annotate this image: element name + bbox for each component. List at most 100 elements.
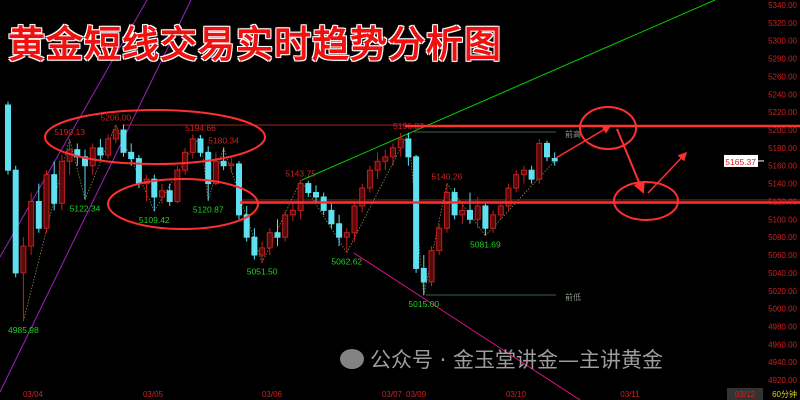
- y-tick-label: 5160.00: [768, 162, 797, 171]
- candle-body: [520, 169, 527, 176]
- candle: [120, 124, 127, 157]
- uptrend-line: [301, 0, 716, 181]
- candle-body: [128, 151, 135, 160]
- candle: [228, 156, 235, 173]
- watermark: 公众号 · 金玉堂讲金—主讲黄金: [340, 344, 663, 374]
- pivot-label-5206.00: 5206.00: [100, 113, 131, 123]
- y-tick-label: 4920.00: [768, 376, 797, 385]
- candle: [343, 228, 350, 253]
- candle-body: [220, 160, 227, 167]
- candle: [128, 143, 135, 166]
- y-tick-label: 4980.00: [768, 322, 797, 331]
- candle-body: [228, 163, 235, 167]
- arrow-down-to-support: [616, 128, 645, 194]
- highlight-ellipse: [579, 106, 637, 150]
- pivot-label-5180.34: 5180.34: [208, 136, 239, 146]
- pivot-label-5120.87: 5120.87: [193, 205, 224, 215]
- pivot-label-5081.69: 5081.69: [470, 240, 501, 250]
- candle-body: [289, 209, 296, 216]
- candle: [536, 138, 543, 184]
- candle: [28, 192, 35, 256]
- pivot-label-5122.34: 5122.34: [70, 203, 101, 213]
- candle-body: [159, 190, 165, 198]
- candle-body: [5, 104, 11, 171]
- x-tick-label: 03/11: [620, 390, 640, 399]
- candle-body: [197, 138, 204, 153]
- candle-body: [474, 205, 481, 220]
- y-tick-label: 4940.00: [768, 358, 797, 367]
- prev-low-label: 前低: [565, 292, 581, 302]
- candle: [182, 147, 189, 175]
- candle: [482, 201, 489, 236]
- candle-body: [174, 169, 181, 202]
- zigzag-segment: [485, 160, 555, 236]
- candle: [66, 138, 73, 175]
- candle: [212, 152, 219, 186]
- candle-body: [420, 267, 427, 283]
- x-tick-label: 03/04: [23, 390, 44, 399]
- y-tick-label: 5040.00: [768, 269, 797, 278]
- candle-body: [35, 200, 42, 229]
- candle: [58, 155, 65, 211]
- candle: [544, 140, 550, 162]
- downtrend-line: [353, 252, 581, 400]
- candle: [20, 237, 27, 322]
- candle-body: [390, 147, 396, 158]
- candle-body: [505, 187, 512, 207]
- candle: [359, 183, 366, 213]
- current-price-label: 5165.37: [725, 157, 756, 167]
- candle-body: [282, 214, 289, 238]
- candle-body: [182, 151, 189, 171]
- y-tick-label: 5060.00: [768, 251, 797, 260]
- y-tick-label: 5000.00: [768, 305, 797, 314]
- candle: [467, 192, 473, 224]
- y-tick-label: 5300.00: [768, 37, 797, 46]
- wechat-icon: [340, 349, 364, 369]
- candle: [297, 180, 304, 220]
- candle-body: [266, 232, 273, 249]
- candle-body: [112, 129, 119, 140]
- candle-body: [382, 156, 389, 162]
- candle: [189, 134, 196, 159]
- candle: [105, 134, 112, 159]
- candle-body: [482, 205, 489, 229]
- candle-body: [436, 227, 443, 252]
- arrow-rebound: [647, 151, 688, 194]
- candle: [166, 183, 173, 206]
- y-tick-label: 5220.00: [768, 108, 797, 117]
- y-tick-label: 5240.00: [768, 90, 797, 99]
- candle: [459, 201, 466, 224]
- candle: [397, 132, 404, 157]
- candle: [382, 149, 389, 171]
- candle-body: [397, 138, 404, 149]
- candle: [12, 165, 19, 278]
- candle-body: [459, 209, 466, 216]
- candle: [436, 223, 443, 256]
- candle: [5, 101, 11, 175]
- y-tick-label: 5020.00: [768, 287, 797, 296]
- candle-body: [12, 169, 19, 274]
- watermark-text: 公众号 · 金玉堂讲金—主讲黄金: [370, 348, 664, 372]
- candle-body: [89, 147, 96, 167]
- candle-body: [467, 209, 473, 220]
- candle: [174, 165, 181, 204]
- candle-body: [343, 232, 350, 238]
- pivot-label-5190.13: 5190.13: [54, 127, 85, 137]
- y-tick-label: 5200.00: [768, 126, 797, 135]
- candle: [413, 155, 420, 273]
- zigzag-segment: [200, 134, 209, 201]
- candle-body: [251, 236, 258, 256]
- candle-body: [105, 138, 112, 156]
- candle-body: [51, 174, 58, 204]
- candle-body: [374, 160, 381, 171]
- candle-body: [336, 223, 343, 238]
- candle-body: [297, 183, 304, 211]
- y-tick-label: 4960.00: [768, 340, 797, 349]
- candle-body: [135, 158, 142, 185]
- candle: [282, 210, 289, 242]
- candle-body: [528, 169, 535, 180]
- candle-body: [413, 156, 420, 269]
- candle-body: [359, 187, 366, 207]
